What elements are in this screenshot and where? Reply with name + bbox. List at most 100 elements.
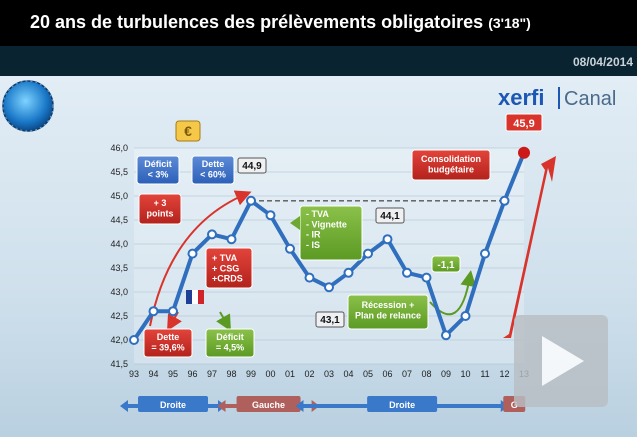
title-bar: 20 ans de turbulences des prélèvements o… [0,0,637,46]
period-badge [138,396,208,412]
x-tick-label: 93 [129,369,139,379]
consolidation-box: Consolidation budgétaire [411,149,491,181]
data-point [129,335,139,345]
dette396-box: Dette = 39,6% [143,328,193,358]
deficit-top-label: Déficit < 3% [144,159,172,179]
x-tick-label: 07 [402,369,412,379]
video-title: 20 ans de turbulences des prélèvements o… [30,12,531,33]
plus3-label: + 3 points [147,198,174,218]
y-tick-label: 45,5 [110,167,128,177]
period-label: G [511,400,518,410]
data-point [441,330,451,341]
x-tick-label: 11 [480,369,489,379]
x-tick-label: 97 [207,369,217,379]
video-frame[interactable]: xerfi Canal 41,5 42,0 42,5 43,0 43,5 44,0 44,5… [0,76,637,437]
x-tick-label: 08 [421,369,431,379]
x-tick-label: 10 [460,369,470,379]
taxes-green-box: - TVA - Vignette - IR - IS [290,205,363,261]
data-point [207,229,217,240]
y-tick-label: 42,0 [110,335,128,345]
x-tick-label: 00 [265,369,275,379]
data-point [265,210,276,221]
data-point [246,195,256,206]
title-main: 20 ans de turbulences des prélèvements o… [30,12,484,32]
period-label: Droite [160,400,186,410]
label-459: 45,9 [505,113,543,132]
period-badge [236,396,301,412]
series-markers [129,146,530,345]
taxes-red-box: + TVA + CSG +CRDS [205,247,253,289]
france-flag-icon [186,290,204,304]
dette396-label: Dette = 39,6% [151,332,184,352]
consolidation-arrow [503,156,556,338]
x-tick-label: 95 [168,369,178,379]
x-tick-label: 02 [304,369,314,379]
x-tick-label: 94 [148,369,158,379]
xerfi-canal-logo: xerfi Canal [498,85,616,110]
deficit-green-arrow [216,311,231,332]
dette-top-box: Dette < 60% [191,155,235,185]
period-arrowhead [120,400,128,412]
period-badge [367,396,438,412]
logo-channel: Canal [564,88,616,110]
data-point [460,311,471,321]
period-arrowhead [295,400,304,412]
data-point [148,306,159,317]
data-point [343,267,354,278]
y-tick-label: 44,5 [110,215,128,225]
data-point [226,234,237,245]
x-tick-label: 98 [226,369,236,379]
logo-divider [558,87,560,109]
data-point [499,195,510,206]
euro-icon: € [175,120,201,142]
x-tick-label: 99 [246,369,256,379]
recession-label: Récession + Plan de relance [355,300,421,320]
rise-arrow [149,190,252,327]
period-label: Gauche [252,400,285,410]
minus11-label: -1,1 [437,260,455,271]
y-tick-label: 42,5 [110,311,128,321]
label-431: 43,1 [315,311,345,328]
x-tick-label: 05 [363,369,373,379]
deficit45-label: Déficit = 4,5% [216,332,244,352]
data-point [363,248,373,259]
y-tick-label: 45,0 [110,191,128,201]
taxes-red-label: + TVA + CSG +CRDS [212,253,243,284]
period-label: Droite [389,400,415,410]
video-date: 08/04/2014 [572,55,633,69]
label-441: 44,1 [375,207,405,224]
data-point [285,243,295,254]
x-tick-label: 03 [324,369,334,379]
recession-box: Récession + Plan de relance [347,294,429,330]
x-tick-label: 06 [382,369,392,379]
data-point [187,248,198,259]
chart: xerfi Canal 41,5 42,0 42,5 43,0 43,5 44,0 44,5… [2,80,616,412]
data-point [518,146,530,159]
x-tick-label: 12 [499,369,509,379]
value-449: 44,9 [242,161,262,172]
y-axis: 41,5 42,0 42,5 43,0 43,5 44,0 44,5 45,0 45,5 46,0 [110,143,128,369]
consolidation-label: Consolidation budgétaire [421,154,481,174]
deficit45-box: Déficit = 4,5% [205,328,255,358]
value-431: 43,1 [320,315,340,326]
data-point [402,267,412,278]
y-tick-label: 43,0 [110,287,128,297]
value-459: 45,9 [513,118,534,130]
x-axis: 93 94 95 96 97 98 99 00 01 02 03 04 05 06 07 08 09 10 11 12… [129,369,529,379]
data-point [382,234,393,245]
plus3-box: + 3 points [138,193,182,225]
x-tick-label: 09 [441,369,451,379]
x-tick-label: 96 [187,369,197,379]
data-point [421,272,432,283]
deficit-top-box: Déficit < 3% [136,155,180,185]
dette-top-label: Dette < 60% [200,159,226,179]
x-tick-label: 01 [285,369,295,379]
play-icon[interactable] [542,336,584,386]
play-button[interactable] [514,315,608,407]
logo-brand: xerfi [498,85,544,110]
data-point [168,306,178,317]
y-tick-label: 44,0 [110,239,128,249]
period-bars: Droite Gauche Droite G [120,396,526,412]
y-tick-label: 41,5 [110,359,128,369]
video-duration: (3'18") [488,15,531,31]
